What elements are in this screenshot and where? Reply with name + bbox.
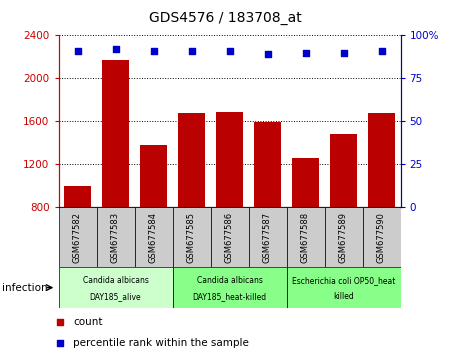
Text: Candida albicans: Candida albicans [82,276,148,285]
Text: GSM677588: GSM677588 [301,212,310,263]
Text: GSM677583: GSM677583 [111,212,120,263]
Text: GSM677589: GSM677589 [339,212,348,263]
Text: DAY185_heat-killed: DAY185_heat-killed [193,292,266,301]
Bar [64,185,91,207]
Text: percentile rank within the sample: percentile rank within the sample [73,338,249,348]
Bar [292,158,319,207]
Text: count: count [73,318,103,327]
Point [302,50,309,55]
Bar [135,207,172,267]
Bar [211,207,248,267]
Text: DAY185_alive: DAY185_alive [90,292,141,301]
Text: GSM677582: GSM677582 [73,212,82,263]
Bar [363,207,400,267]
Text: killed: killed [333,292,354,301]
Point [74,48,81,54]
Point [112,46,119,52]
Point [340,50,347,55]
Text: GSM677586: GSM677586 [225,212,234,263]
Text: GDS4576 / 183708_at: GDS4576 / 183708_at [148,11,302,25]
Text: infection: infection [2,282,48,293]
Bar [172,207,211,267]
Point [150,48,157,54]
Bar [324,207,363,267]
Bar [254,122,281,207]
Text: Escherichia coli OP50_heat: Escherichia coli OP50_heat [292,276,395,285]
Text: GSM677590: GSM677590 [377,212,386,263]
Point [57,320,64,325]
Bar [178,113,205,207]
Point [188,48,195,54]
Bar [287,267,400,308]
Text: GSM677584: GSM677584 [149,212,158,263]
Text: Candida albicans: Candida albicans [197,276,262,285]
Bar [330,134,357,207]
Bar [248,207,287,267]
Point [57,341,64,346]
Bar [96,207,135,267]
Bar [287,207,324,267]
Point [378,48,385,54]
Bar [216,112,243,207]
Text: GSM677587: GSM677587 [263,212,272,263]
Point [264,51,271,57]
Bar [368,113,395,207]
Bar [58,207,96,267]
Bar [140,145,167,207]
Bar [172,267,287,308]
Bar [58,267,172,308]
Bar [102,59,129,207]
Text: GSM677585: GSM677585 [187,212,196,263]
Point [226,48,233,54]
